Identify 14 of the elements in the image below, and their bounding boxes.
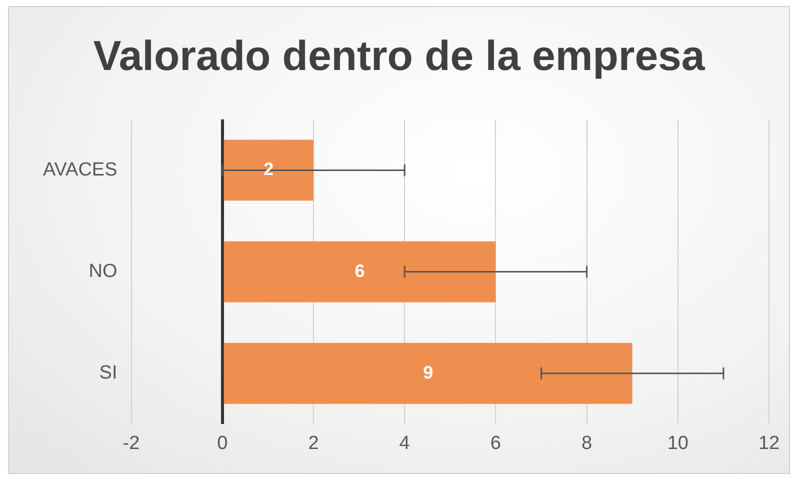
x-tick-label: 6 (490, 432, 501, 454)
x-tick-label: 10 (667, 432, 688, 454)
x-tick-label: 2 (308, 432, 319, 454)
data-label: 6 (354, 260, 365, 281)
y-tick-label: SI (99, 362, 118, 384)
y-tick-label: NO (88, 261, 118, 282)
y-tick-label: AVACES (43, 159, 118, 180)
data-label: 9 (423, 362, 434, 382)
chart-title: Valorado dentro de la empresa (93, 32, 706, 79)
x-tick-label: -2 (122, 432, 140, 454)
x-tick-label: 12 (758, 432, 780, 454)
x-tick-label: 4 (399, 432, 410, 454)
x-tick-label: 8 (582, 432, 592, 454)
x-tick-label: 0 (217, 432, 228, 454)
